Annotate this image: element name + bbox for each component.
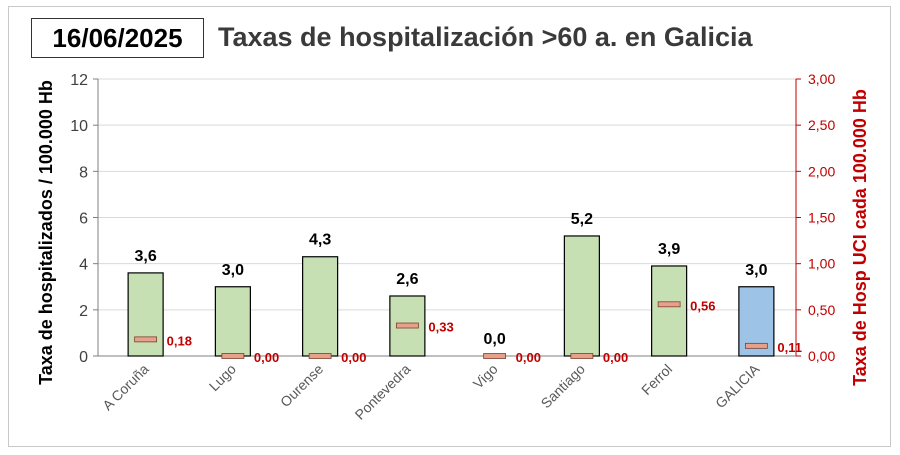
left-tick-label: 2 bbox=[79, 303, 88, 320]
bar-value-label: 4,3 bbox=[309, 232, 331, 249]
left-tick-label: 10 bbox=[70, 118, 88, 135]
bar-value-label: 0,0 bbox=[484, 331, 506, 348]
left-tick-label: 6 bbox=[79, 211, 88, 228]
category-label: Pontevedra bbox=[352, 361, 414, 423]
right-tick-label: 2,50 bbox=[808, 117, 835, 133]
icu-marker bbox=[221, 353, 245, 359]
bar bbox=[302, 256, 339, 357]
icu-marker bbox=[570, 353, 594, 359]
category-label: A Coruña bbox=[99, 361, 152, 414]
right-tick-label: 0,00 bbox=[808, 348, 835, 364]
bar-value-label: 5,2 bbox=[571, 211, 593, 228]
icu-value-label: 0,33 bbox=[428, 320, 453, 335]
icu-marker bbox=[134, 336, 158, 343]
category-label: GALICIA bbox=[712, 360, 763, 411]
left-tick-label: 0 bbox=[79, 349, 88, 366]
left-tick-label: 4 bbox=[79, 257, 88, 274]
icu-value-label: 0,00 bbox=[254, 350, 279, 365]
right-tick-label: 1,50 bbox=[808, 210, 835, 226]
icu-value-label: 0,56 bbox=[690, 298, 715, 313]
left-tick-label: 12 bbox=[70, 72, 88, 89]
bar bbox=[563, 235, 600, 357]
right-tick-label: 0,50 bbox=[808, 302, 835, 318]
right-tick-label: 3,00 bbox=[808, 71, 835, 87]
icu-value-label: 0,00 bbox=[516, 350, 541, 365]
icu-marker bbox=[483, 353, 507, 359]
icu-value-label: 0,00 bbox=[603, 350, 628, 365]
bar bbox=[651, 265, 688, 357]
right-axis-title: Taxa de Hosp UCI cada 100.000 Hb bbox=[850, 89, 870, 386]
bar-value-label: 3,0 bbox=[222, 262, 244, 279]
left-tick-label: 8 bbox=[79, 164, 88, 181]
icu-value-label: 0,11 bbox=[777, 340, 802, 355]
bar-value-label: 2,6 bbox=[396, 271, 418, 288]
icu-value-label: 0,18 bbox=[167, 333, 192, 348]
category-label: Vigo bbox=[470, 361, 501, 392]
bar-value-label: 3,0 bbox=[745, 262, 767, 279]
category-label: Ourense bbox=[277, 361, 326, 410]
icu-marker bbox=[657, 301, 681, 308]
category-label: Ferrol bbox=[638, 361, 675, 398]
bar bbox=[214, 286, 251, 357]
icu-value-label: 0,00 bbox=[341, 350, 366, 365]
bar-value-label: 3,6 bbox=[135, 248, 157, 265]
icu-marker bbox=[395, 322, 419, 329]
date-label: 16/06/2025 bbox=[31, 18, 204, 58]
bar bbox=[127, 272, 164, 357]
category-label: Santiago bbox=[538, 361, 589, 412]
icu-marker bbox=[308, 353, 332, 359]
left-axis-title: Taxa de hospitalizados / 100.000 Hb bbox=[36, 80, 56, 385]
icu-marker bbox=[744, 342, 768, 349]
right-tick-label: 2,00 bbox=[808, 163, 835, 179]
right-tick-label: 1,00 bbox=[808, 256, 835, 272]
category-label: Lugo bbox=[206, 361, 239, 394]
chart-title: Taxas de hospitalización >60 a. en Galic… bbox=[218, 22, 753, 52]
bar-value-label: 3,9 bbox=[658, 241, 680, 258]
